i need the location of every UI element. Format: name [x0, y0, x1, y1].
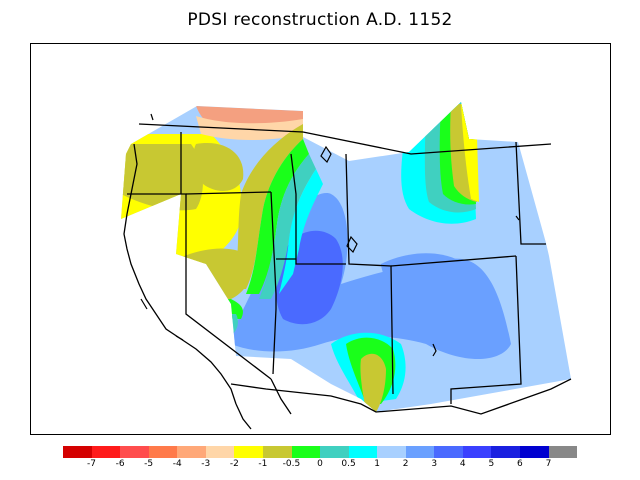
- border-ok-tx: [450, 255, 522, 404]
- colorbar-tick-label: -3: [201, 459, 211, 469]
- colorbar-swatch: [148, 446, 178, 458]
- colorbar-tick-label: 1: [374, 459, 380, 469]
- pdsi-field: [121, 102, 571, 412]
- field-olive-n: [193, 143, 244, 191]
- colorbar-tick-label: 4: [459, 459, 466, 469]
- colorbar-tick-label: 0: [317, 459, 323, 469]
- border-mexico: [230, 378, 572, 415]
- colorbar-tick-label: -4: [172, 459, 182, 469]
- colorbar-swatch: [348, 446, 378, 458]
- coastline-baja: [235, 403, 252, 430]
- colorbar-swatch: [177, 446, 206, 458]
- colorbar-swatch: [291, 446, 321, 458]
- colorbar-tick-label: 6: [517, 459, 523, 469]
- colorbar-swatch: [262, 446, 292, 458]
- border-mt-wy: [290, 153, 346, 265]
- colorbar-tick-label: 5: [488, 459, 495, 469]
- field-green-band: [246, 139, 309, 294]
- lake-2: [432, 343, 437, 357]
- colorbar-swatch: [405, 446, 435, 458]
- colorbar-swatch: [377, 446, 406, 458]
- lakes: [140, 113, 520, 357]
- colorbar-swatch: [462, 446, 492, 458]
- field-olive-band: [231, 124, 303, 289]
- colorbar-tick-label: 7: [545, 459, 552, 469]
- colorbar-swatch: [434, 446, 463, 458]
- colorbar-swatch: [205, 446, 235, 458]
- colorbar-swatch: [234, 446, 263, 458]
- colorbar-ticks: -7 -6 -5 -4 -3 -2 -1 -0.5 0 0.5 1 2 3 4 5 6 7: [63, 459, 577, 473]
- colorbar-tick-label: -2: [229, 459, 239, 469]
- map-panel: [30, 43, 611, 435]
- colorbar-tick-label: -0.5: [282, 459, 301, 469]
- field-mid-blue-2: [381, 253, 472, 305]
- border-nd-sd: [515, 141, 546, 245]
- colorbar-tick-label: -5: [144, 459, 154, 469]
- colorbar-tick-label: -6: [115, 459, 125, 469]
- field-cyan-band: [279, 169, 323, 294]
- island-1: [150, 113, 154, 121]
- island-4: [515, 215, 520, 221]
- border-co-ks: [390, 255, 517, 267]
- border-id-nv-az: [270, 191, 277, 375]
- colorbar-tick-label: 0.5: [341, 459, 356, 469]
- border-wy-co: [345, 153, 394, 395]
- border-canada-w: [138, 123, 304, 133]
- border-or-id: [185, 191, 272, 195]
- colorbar-tick-label: -7: [87, 459, 97, 469]
- colorbar-swatch: [91, 446, 121, 458]
- colorbar: [63, 446, 578, 458]
- coastline: [123, 143, 237, 405]
- colorbar-swatch: [548, 446, 578, 458]
- pdsi-map: [121, 102, 572, 430]
- colorbar-swatch: [491, 446, 520, 458]
- border-or-ca-nv: [127, 193, 272, 380]
- lake-great-salt: [346, 235, 358, 254]
- field-teal-sw: [176, 314, 238, 339]
- field-olive-s: [360, 353, 386, 412]
- coastline-gulf: [270, 378, 292, 415]
- field-peach: [196, 116, 303, 140]
- colorbar-swatch: [320, 446, 349, 458]
- colorbar-tick-label: -1: [258, 459, 268, 469]
- colorbar-swatch: [120, 446, 149, 458]
- colorbar-swatch: [63, 446, 92, 458]
- map-title: PDSI reconstruction A.D. 1152: [187, 10, 453, 30]
- island-3: [175, 335, 184, 341]
- field-teal-band: [259, 154, 316, 299]
- map-boundaries: [123, 123, 572, 430]
- colorbar-swatch: [520, 446, 549, 458]
- colorbar-tick-label: 2: [402, 459, 409, 469]
- island-2: [140, 298, 148, 310]
- colorbar-tick-label: 3: [431, 459, 438, 469]
- lake-1: [320, 145, 332, 164]
- border-canada-e: [302, 131, 552, 155]
